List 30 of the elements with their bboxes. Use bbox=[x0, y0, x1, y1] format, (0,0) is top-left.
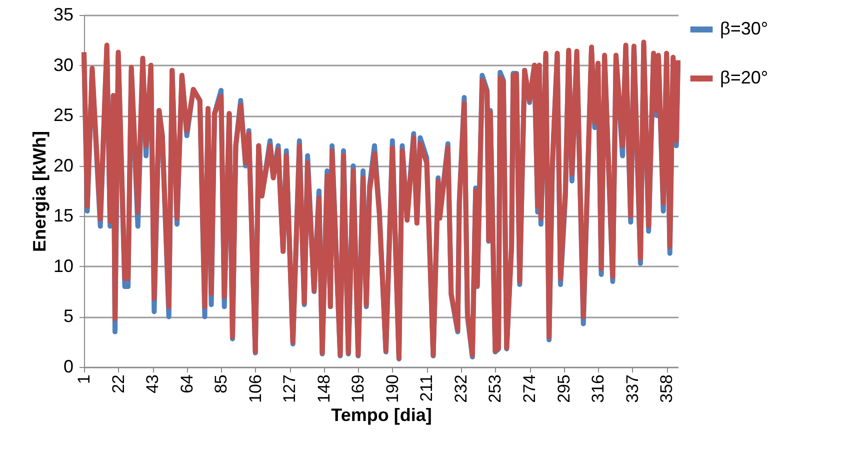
y-tick-label: 20 bbox=[53, 155, 74, 176]
x-tick-label: 211 bbox=[417, 374, 436, 402]
x-tick-label: 148 bbox=[314, 374, 334, 403]
y-tick-label: 35 bbox=[53, 4, 74, 24]
y-tick-label: 10 bbox=[53, 256, 74, 276]
y-tick-label: 5 bbox=[63, 306, 74, 326]
x-tick-label: 253 bbox=[486, 374, 505, 403]
x-tick-label: 127 bbox=[280, 374, 300, 403]
x-tick-label: 190 bbox=[382, 374, 402, 403]
x-tick-label: 22 bbox=[108, 374, 128, 394]
x-tick-label: 337 bbox=[622, 374, 642, 403]
legend-label: β=20° bbox=[720, 68, 768, 88]
y-tick-label: 25 bbox=[53, 105, 74, 126]
x-tick-label: 43 bbox=[143, 374, 162, 394]
x-tick-label: 232 bbox=[451, 374, 470, 403]
x-tick-label: 1 bbox=[74, 374, 94, 384]
x-tick-label: 169 bbox=[348, 374, 368, 403]
x-tick-label: 85 bbox=[212, 374, 231, 394]
y-tick-label: 30 bbox=[53, 54, 74, 75]
x-tick-label: 106 bbox=[246, 374, 265, 403]
x-tick-label: 316 bbox=[588, 374, 608, 403]
x-tick-label: 64 bbox=[177, 374, 196, 394]
y-tick-label: 15 bbox=[53, 206, 74, 226]
x-axis-title: Tempo [dia] bbox=[331, 404, 432, 425]
x-tick-label: 358 bbox=[657, 374, 676, 403]
x-tick-label: 295 bbox=[554, 374, 574, 403]
y-axis-title: Energia [kWh] bbox=[29, 130, 50, 252]
x-tick-label: 274 bbox=[520, 374, 539, 403]
y-tick-label: 0 bbox=[63, 356, 74, 376]
legend-label: β=30° bbox=[720, 18, 768, 38]
